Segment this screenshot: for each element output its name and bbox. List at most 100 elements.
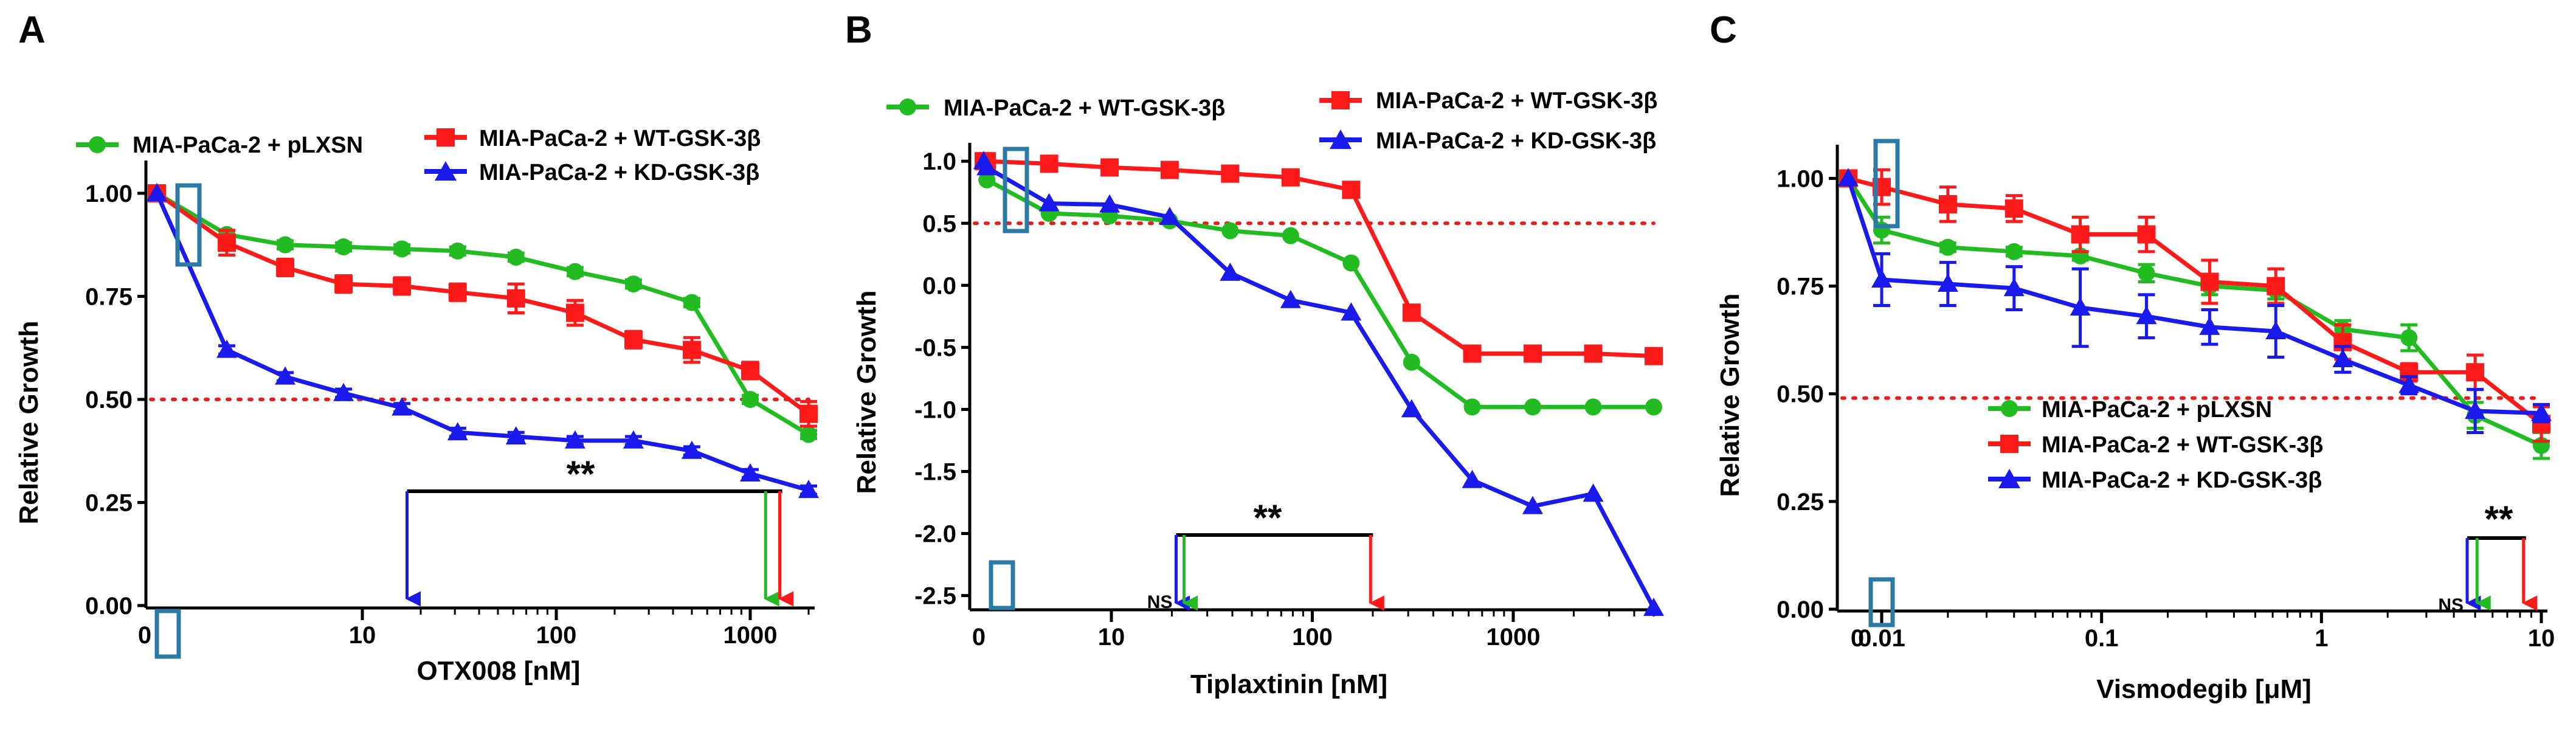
- data-point: [1402, 303, 1421, 322]
- legend-label-c-0: MIA-PaCa-2 + pLXSN: [2042, 397, 2272, 423]
- panel-c-plot: 0.00 0.25 0.50 0.75 1.00 00.01 0.1 1 10 ** NS: [1777, 139, 2555, 652]
- data-point: [1939, 238, 1956, 256]
- legend-entry: MIA-PaCa-2 + WT-GSK-3β: [886, 95, 1225, 121]
- data-point: [1100, 158, 1119, 177]
- highlight-box: [175, 183, 202, 267]
- data-point: [1524, 344, 1542, 363]
- data-point: [1645, 398, 1662, 416]
- data-point: [507, 249, 525, 266]
- legend-entry: MIA-PaCa-2 + KD-GSK-3β: [1319, 128, 1656, 154]
- data-point: [739, 463, 761, 482]
- legend-label-a-2: MIA-PaCa-2 + KD-GSK-3β: [479, 160, 759, 185]
- data-point: [2466, 363, 2485, 382]
- data-point: [1280, 289, 1301, 308]
- panel-c: C Relative Growth Vismodegib [μM] MIA-Pa…: [1710, 9, 2555, 704]
- y-tick-label: -2.0: [914, 521, 956, 548]
- series-1: [975, 152, 1663, 365]
- data-point: [1463, 344, 1482, 363]
- series-line: [981, 160, 1656, 609]
- legend-entry: MIA-PaCa-2 + WT-GSK-3β: [1988, 432, 2323, 458]
- series-2: [1838, 168, 2552, 434]
- y-tick-label: 0.25: [1777, 489, 1824, 516]
- y-tick-label: 0.0: [922, 272, 956, 299]
- data-point: [216, 339, 238, 358]
- ns-label: NS: [2438, 595, 2464, 615]
- panel-a: A MIA-PaCa-2 + pLXSN MIA-PaCa-2 + WT-GSK…: [14, 9, 819, 686]
- data-point: [1937, 274, 1958, 292]
- data-point: [1342, 181, 1361, 199]
- data-point: [147, 182, 167, 201]
- data-point: [624, 330, 643, 349]
- significance-label: **: [567, 454, 595, 494]
- x-tick-label: 1: [2315, 625, 2328, 652]
- highlight-box: [1868, 577, 1895, 627]
- data-point: [334, 275, 353, 294]
- panel-a-ylabel: Relative Growth: [14, 321, 44, 525]
- legend-entry: MIA-PaCa-2 + KD-GSK-3β: [1988, 468, 2322, 493]
- data-point: [2267, 277, 2285, 295]
- series-2: [147, 182, 819, 499]
- series-0: [148, 184, 817, 443]
- y-tick-label: -1.5: [914, 458, 956, 485]
- legend-entry: MIA-PaCa-2 + pLXSN: [1988, 397, 2272, 423]
- data-point: [1099, 194, 1121, 213]
- series-line: [155, 192, 810, 416]
- data-point: [799, 404, 818, 423]
- data-point: [1871, 269, 1892, 288]
- data-point: [1584, 344, 1603, 363]
- legend-entry: MIA-PaCa-2 + pLXSN: [76, 133, 363, 158]
- data-point: [276, 258, 295, 277]
- x-tick-label: 10: [1098, 624, 1125, 651]
- panel-b: B MIA-PaCa-2 + WT-GSK-3β MIA-PaCa-2 + WT…: [845, 9, 1664, 699]
- data-point: [2071, 225, 2090, 244]
- data-point: [1645, 347, 1663, 365]
- panel-b-xlabel: Tiplaxtinin [nM]: [1190, 669, 1387, 699]
- legend-entry: MIA-PaCa-2 + WT-GSK-3β: [1319, 88, 1657, 114]
- data-point: [2265, 320, 2287, 339]
- data-point: [2138, 264, 2155, 282]
- data-point: [1583, 483, 1604, 502]
- data-point: [682, 340, 701, 359]
- series-line: [156, 191, 810, 437]
- y-tick-label: 0.50: [85, 387, 133, 413]
- data-point: [449, 242, 466, 260]
- x-tick-label: 10: [349, 622, 376, 649]
- panel-a-label: A: [18, 9, 46, 51]
- data-point: [623, 430, 644, 449]
- data-point: [2531, 402, 2552, 421]
- data-point: [275, 366, 296, 385]
- legend-label-c-2: MIA-PaCa-2 + KD-GSK-3β: [2042, 468, 2322, 493]
- series-2: [973, 151, 1664, 616]
- data-point: [2136, 306, 2157, 325]
- data-point: [1160, 161, 1179, 179]
- panel-c-label: C: [1710, 9, 1737, 51]
- data-point: [2200, 272, 2219, 291]
- highlight-box: [154, 609, 181, 659]
- panel-b-legend: MIA-PaCa-2 + WT-GSK-3β MIA-PaCa-2 + WT-G…: [886, 88, 1657, 154]
- legend-label-a-1: MIA-PaCa-2 + WT-GSK-3β: [479, 126, 761, 151]
- y-tick-label: 1.0: [922, 148, 956, 175]
- data-point: [2398, 375, 2420, 393]
- x-tick-label: 1000: [1487, 624, 1541, 651]
- y-tick-label: -1.0: [914, 396, 956, 423]
- legend-label-b-2: MIA-PaCa-2 + KD-GSK-3β: [1376, 128, 1656, 154]
- panel-c-xlabel: Vismodegib [μM]: [2096, 674, 2312, 704]
- panel-b-plot: 1.0 0.5 0.0 -0.5 -1.0 -1.5 -2.0 -2.5 0 10 100 1000 *…: [914, 143, 1664, 651]
- data-point: [1463, 398, 1481, 416]
- significance-label: **: [1254, 497, 1282, 538]
- data-point: [2137, 225, 2156, 244]
- y-tick-label: 0.50: [1777, 381, 1824, 408]
- data-point: [505, 426, 527, 444]
- panel-c-ylabel: Relative Growth: [1715, 294, 1745, 497]
- y-tick-label: -2.5: [914, 583, 956, 610]
- data-point: [393, 277, 412, 295]
- data-point: [1524, 398, 1542, 416]
- data-point: [2465, 401, 2486, 420]
- legend-label-b-1: MIA-PaCa-2 + WT-GSK-3β: [1376, 88, 1657, 114]
- data-point: [1401, 399, 1422, 418]
- panel-a-legend: MIA-PaCa-2 + pLXSN MIA-PaCa-2 + WT-GSK-3…: [76, 126, 761, 185]
- highlight-box: [989, 560, 1015, 610]
- series-line: [154, 192, 809, 492]
- data-point: [1281, 168, 1300, 187]
- panel-b-label: B: [845, 9, 872, 51]
